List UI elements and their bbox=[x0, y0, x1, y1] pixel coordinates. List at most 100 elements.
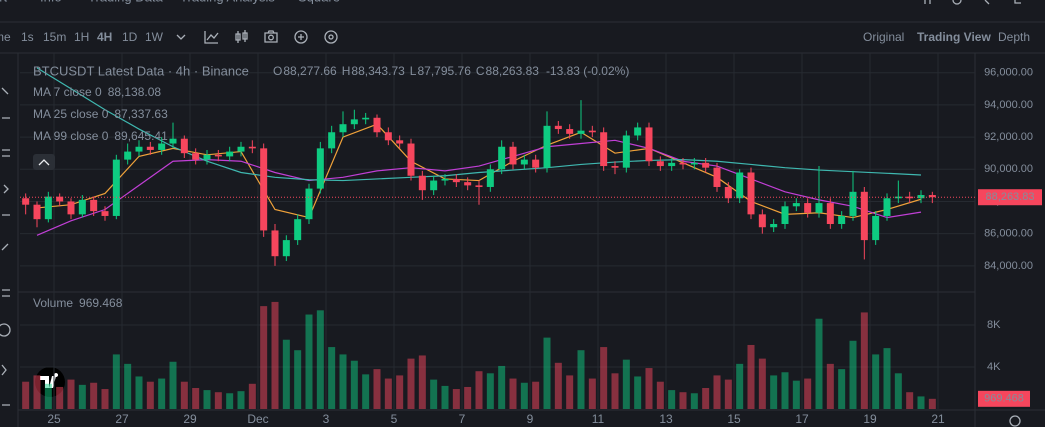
candle-body bbox=[838, 215, 846, 225]
volume-bar bbox=[736, 363, 744, 409]
nav-tab[interactable]: Info bbox=[40, 0, 62, 4]
candle-body bbox=[588, 130, 596, 133]
tool-icon[interactable] bbox=[1, 364, 10, 406]
volume-bar bbox=[724, 379, 732, 409]
collapse-button[interactable] bbox=[33, 154, 55, 170]
volume-bar bbox=[849, 340, 857, 409]
interval-button[interactable]: 1W bbox=[145, 30, 164, 44]
screenshot-lens bbox=[268, 34, 274, 41]
x-tick-label: 29 bbox=[183, 412, 197, 426]
candle-body bbox=[622, 135, 630, 168]
candle-body bbox=[33, 204, 41, 220]
indicator-icon[interactable] bbox=[204, 31, 219, 44]
last-price-label: 88,263.83 bbox=[986, 191, 1035, 203]
volume-bar bbox=[872, 354, 880, 409]
volume-bar bbox=[792, 380, 800, 409]
volume-bar bbox=[305, 314, 313, 409]
volume-bar bbox=[906, 392, 914, 409]
candle-body bbox=[781, 206, 789, 225]
screenshot-icon[interactable] bbox=[264, 30, 278, 43]
view-button[interactable]: Original bbox=[863, 30, 904, 44]
volume-bar bbox=[645, 368, 653, 409]
volume-bar bbox=[634, 376, 642, 409]
candle-body bbox=[713, 167, 721, 187]
candle-body bbox=[600, 132, 608, 167]
volume-bar bbox=[101, 389, 109, 409]
x-tick-label: 15 bbox=[727, 412, 741, 426]
x-tick-label: 13 bbox=[659, 412, 673, 426]
candle-body bbox=[56, 196, 64, 202]
candle-body bbox=[146, 146, 154, 150]
volume-title: Volume bbox=[33, 296, 73, 310]
candle-body bbox=[917, 195, 925, 199]
x-tick-label: 9 bbox=[527, 412, 534, 426]
candle-body bbox=[430, 180, 438, 191]
volume-bar bbox=[282, 339, 290, 409]
volume-bar bbox=[294, 350, 302, 409]
volume-bar bbox=[656, 381, 664, 409]
candle-body bbox=[826, 203, 834, 225]
candle-body bbox=[509, 146, 517, 165]
volume-bar bbox=[452, 389, 460, 409]
candle-body bbox=[384, 132, 392, 141]
volume-bar bbox=[713, 375, 721, 409]
volume-bar bbox=[758, 358, 766, 409]
volume-bar bbox=[192, 388, 200, 409]
ohlc-value: 88,277.66 bbox=[283, 64, 337, 78]
candle-body bbox=[282, 240, 290, 257]
nav-tab[interactable]: Trading Data bbox=[88, 0, 163, 4]
candle-body bbox=[350, 119, 358, 125]
candle-body bbox=[135, 146, 143, 152]
volume-bar bbox=[498, 365, 506, 409]
dropdown-icon[interactable] bbox=[176, 34, 186, 40]
interval-button[interactable]: me bbox=[0, 30, 11, 44]
candle-body bbox=[464, 182, 472, 186]
volume-bar bbox=[566, 375, 574, 409]
interval-button[interactable]: 4H bbox=[97, 30, 112, 44]
candle-body bbox=[724, 186, 732, 199]
nav-tab[interactable]: Trading Analysis bbox=[180, 0, 275, 4]
view-button[interactable]: Trading View bbox=[917, 30, 991, 44]
candle-body bbox=[554, 125, 562, 130]
candle-type-icon[interactable] bbox=[235, 30, 248, 43]
candle-body bbox=[475, 185, 483, 187]
interval-button[interactable]: 1D bbox=[122, 30, 138, 44]
volume-bar bbox=[441, 385, 449, 409]
candle-body bbox=[894, 196, 902, 199]
x-tick-label: 25 bbox=[47, 412, 61, 426]
top-icon[interactable] bbox=[924, 0, 931, 4]
candle-body bbox=[883, 198, 891, 216]
candle-body bbox=[362, 117, 370, 120]
candle-body bbox=[792, 203, 800, 207]
candle-body bbox=[543, 125, 551, 168]
volume-bar bbox=[690, 393, 698, 409]
view-button[interactable]: Depth bbox=[998, 30, 1030, 44]
tool-icon[interactable] bbox=[0, 323, 11, 337]
candle-body bbox=[180, 138, 188, 154]
volume-bar bbox=[328, 347, 336, 409]
axis-settings[interactable] bbox=[1009, 415, 1021, 427]
ohlc-key: H bbox=[342, 64, 351, 78]
x-tick-label: 17 bbox=[795, 412, 809, 426]
interval-button[interactable]: 15m bbox=[43, 30, 66, 44]
settings-icon[interactable] bbox=[324, 30, 338, 44]
candle-body bbox=[396, 140, 404, 144]
drawing-tools[interactable] bbox=[1, 87, 10, 297]
volume-bar bbox=[169, 361, 177, 409]
volume-bar bbox=[316, 310, 324, 409]
candle-body bbox=[860, 191, 868, 241]
nav-tab[interactable]: art bbox=[0, 0, 8, 4]
volume-bar bbox=[237, 391, 245, 409]
interval-button[interactable]: 1s bbox=[21, 30, 34, 44]
top-icon[interactable] bbox=[952, 0, 962, 5]
interval-button[interactable]: 1H bbox=[74, 30, 89, 44]
nav-tab[interactable]: Square bbox=[298, 0, 340, 4]
volume-bar bbox=[747, 344, 755, 409]
volume-bar bbox=[373, 369, 381, 409]
top-icon[interactable] bbox=[984, 0, 1021, 5]
volume-bar bbox=[804, 378, 812, 409]
candle-body bbox=[486, 169, 494, 187]
add-icon[interactable] bbox=[294, 30, 308, 44]
volume-bar bbox=[588, 378, 596, 409]
